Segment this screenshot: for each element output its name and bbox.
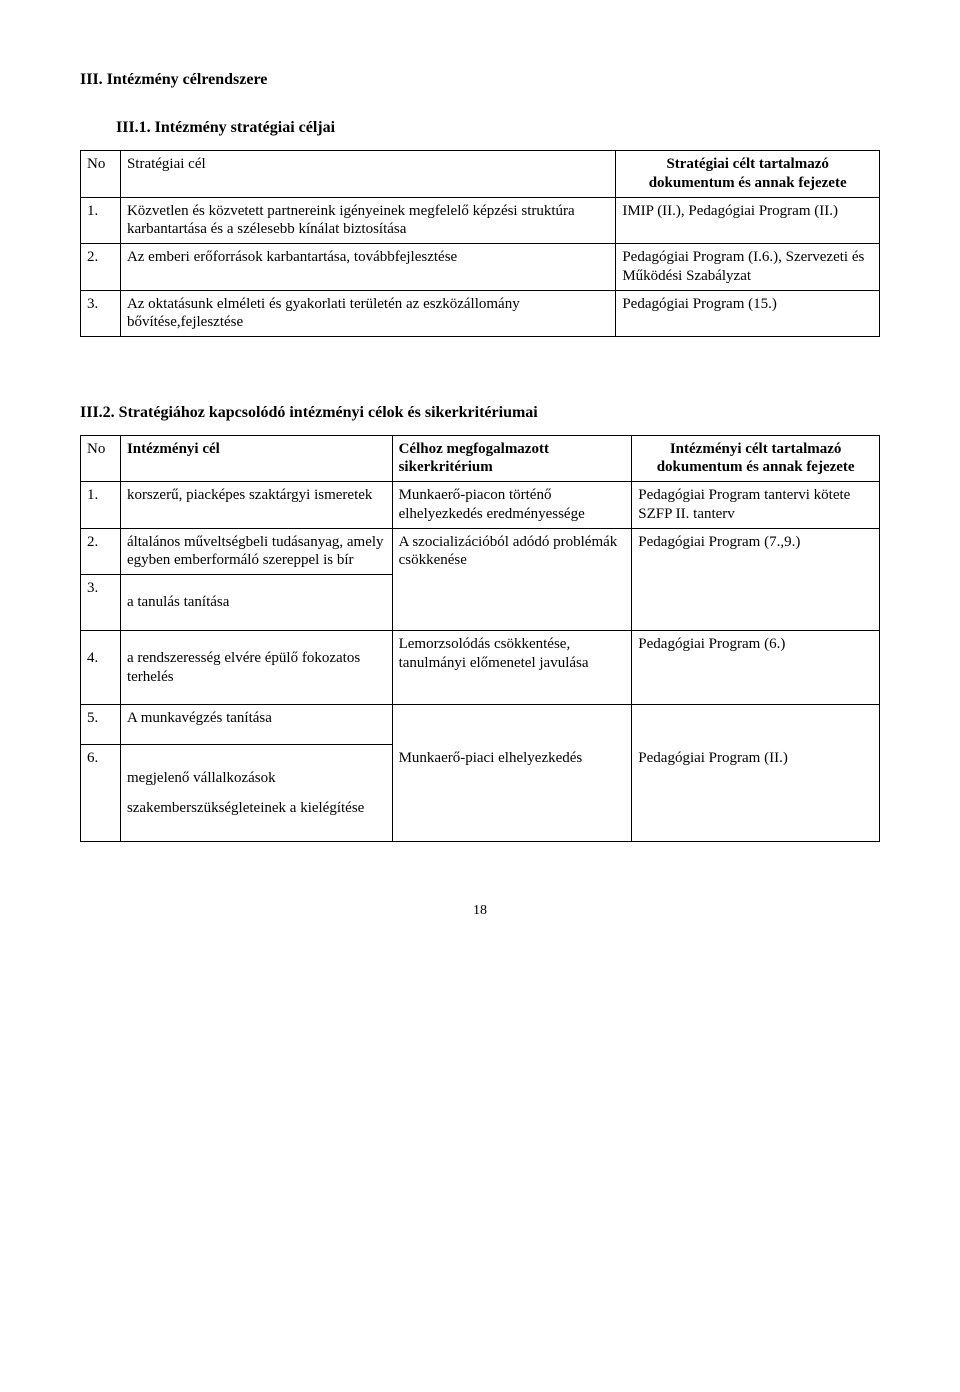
- table-row: 4. a rendszeresség elvére épülő fokozato…: [81, 630, 880, 705]
- cell-doc: Pedagógiai Program (6.): [632, 630, 880, 705]
- cell-no: 2.: [81, 528, 121, 575]
- cell-goal: Az emberi erőforrások karbantartása, tov…: [120, 244, 615, 291]
- header-goal: Stratégiai cél: [120, 151, 615, 198]
- header-doc: Intézményi célt tartalmazó dokumentum és…: [632, 435, 880, 482]
- cell-crit: Munkaerő-piacon történő elhelyezkedés er…: [392, 482, 632, 529]
- cell-no: 5.: [81, 705, 121, 745]
- cell-doc: Pedagógiai Program (I.6.), Szervezeti és…: [616, 244, 880, 291]
- header-crit: Célhoz megfogalmazott sikerkritérium: [392, 435, 632, 482]
- subsection-heading: III.2. Stratégiához kapcsolódó intézmény…: [80, 403, 880, 423]
- cell-doc: [632, 705, 880, 745]
- cell-goal: általános műveltségbeli tudásanyag, amel…: [120, 528, 392, 575]
- table-row: 1. Közvetlen és közvetett partnereink ig…: [81, 197, 880, 244]
- table-row: 1. korszerű, piacképes szaktárgyi ismere…: [81, 482, 880, 529]
- header-no: No: [81, 435, 121, 482]
- cell-crit: Munkaerő-piaci elhelyezkedés: [392, 745, 632, 842]
- cell-doc: Pedagógiai Program (7.,9.): [632, 528, 880, 630]
- cell-doc: Pedagógiai Program (15.): [616, 290, 880, 337]
- header-no: No: [81, 151, 121, 198]
- table-header-row: No Stratégiai cél Stratégiai célt tartal…: [81, 151, 880, 198]
- section-heading: III. Intézmény célrendszere: [80, 70, 880, 90]
- cell-goal: Az oktatásunk elméleti és gyakorlati ter…: [120, 290, 615, 337]
- cell-goal: megjelenő vállalkozások szakemberszükség…: [120, 745, 392, 842]
- cell-doc: IMIP (II.), Pedagógiai Program (II.): [616, 197, 880, 244]
- table-row: 3. Az oktatásunk elméleti és gyakorlati …: [81, 290, 880, 337]
- cell-no: 3.: [81, 290, 121, 337]
- cell-goal: A munkavégzés tanítása: [120, 705, 392, 745]
- table-row: 2. általános műveltségbeli tudásanyag, a…: [81, 528, 880, 575]
- cell-no: 4.: [81, 630, 121, 705]
- cell-goal: korszerű, piacképes szaktárgyi ismeretek: [120, 482, 392, 529]
- cell-crit: [392, 705, 632, 745]
- cell-no: 3.: [81, 575, 121, 631]
- cell-crit: A szocializációból adódó problémák csökk…: [392, 528, 632, 630]
- table-row: 6. megjelenő vállalkozások szakemberszük…: [81, 745, 880, 842]
- table-row: 5. A munkavégzés tanítása: [81, 705, 880, 745]
- institutional-goals-table: No Intézményi cél Célhoz megfogalmazott …: [80, 435, 880, 843]
- subsection-heading: III.1. Intézmény stratégiai céljai: [116, 118, 880, 138]
- table-header-row: No Intézményi cél Célhoz megfogalmazott …: [81, 435, 880, 482]
- cell-doc: Pedagógiai Program tantervi kötete SZFP …: [632, 482, 880, 529]
- cell-no: 1.: [81, 197, 121, 244]
- cell-no: 6.: [81, 745, 121, 842]
- cell-doc: Pedagógiai Program (II.): [632, 745, 880, 842]
- cell-no: 1.: [81, 482, 121, 529]
- header-goal: Intézményi cél: [120, 435, 392, 482]
- cell-no: 2.: [81, 244, 121, 291]
- cell-crit: Lemorzsolódás csökkentése, tanulmányi el…: [392, 630, 632, 705]
- header-doc: Stratégiai célt tartalmazó dokumentum és…: [616, 151, 880, 198]
- cell-goal: a tanulás tanítása: [120, 575, 392, 631]
- cell-goal: Közvetlen és közvetett partnereink igény…: [120, 197, 615, 244]
- page-number: 18: [80, 902, 880, 920]
- strategic-goals-table: No Stratégiai cél Stratégiai célt tartal…: [80, 150, 880, 337]
- table-row: 2. Az emberi erőforrások karbantartása, …: [81, 244, 880, 291]
- cell-goal: a rendszeresség elvére épülő fokozatos t…: [120, 630, 392, 705]
